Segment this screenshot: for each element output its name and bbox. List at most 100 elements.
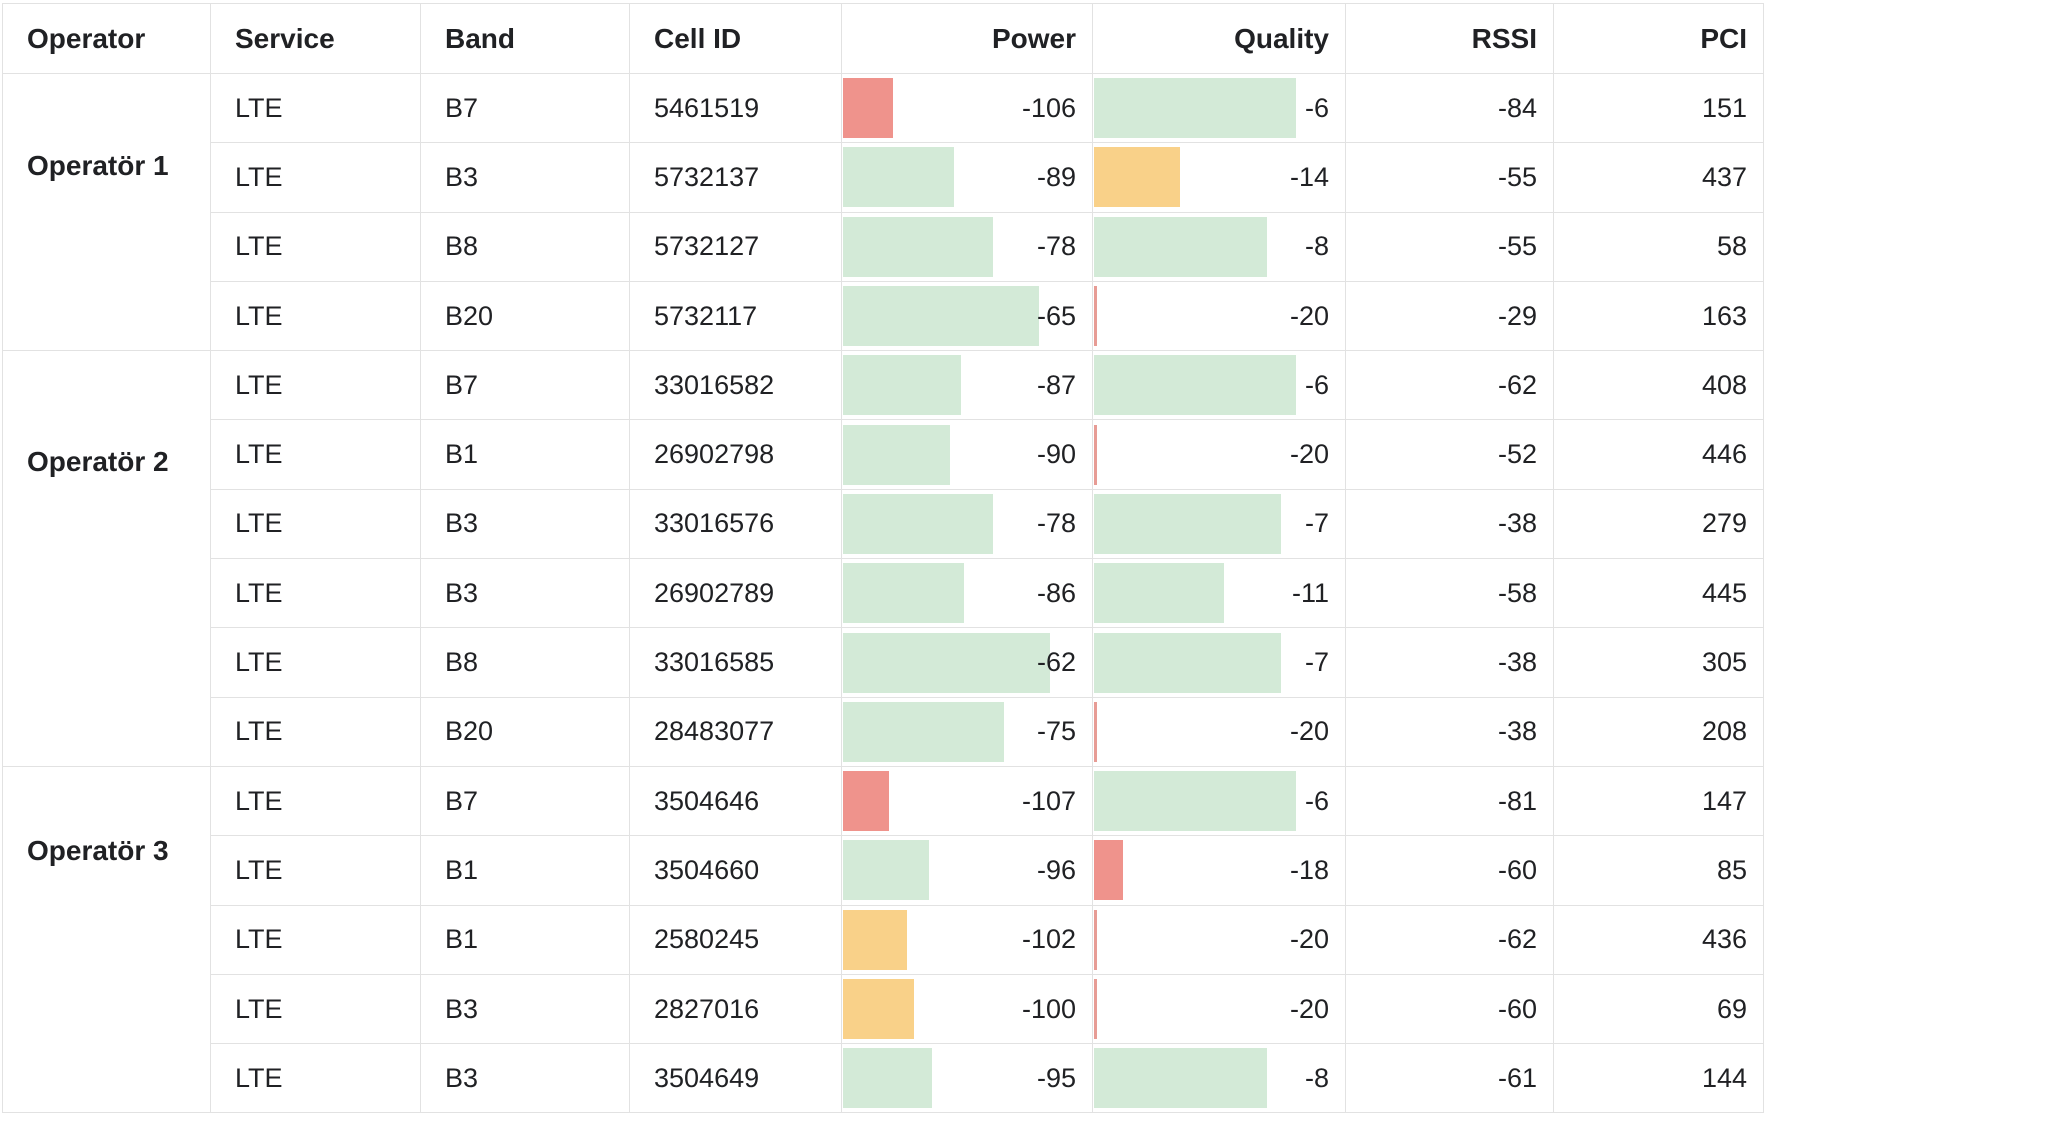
pci-cell: 408 [1553, 350, 1764, 421]
cell-id-cell: 3504660 [629, 835, 842, 906]
column-header-rssi: RSSI [1345, 3, 1554, 74]
table-row: LTE B3 5732137 -89 -14 -55 437 [3, 142, 1764, 213]
cell-id-cell: 2827016 [629, 973, 842, 1045]
table-row: LTE B20 28483077 -75 -20 -38 208 [3, 696, 1764, 767]
rssi-cell: -38 [1345, 627, 1554, 698]
cell-id-cell: 5732137 [629, 142, 842, 213]
pci-cell: 446 [1553, 419, 1764, 490]
table-row: LTE B3 2827016 -100 -20 -60 69 [3, 973, 1764, 1045]
rssi-cell: -55 [1345, 211, 1554, 282]
quality-cell: -6 [1092, 72, 1346, 144]
cell-measurement-table-wrap: Operator Service Band Cell ID Power Qual… [2, 3, 1764, 1114]
quality-value: -6 [1304, 369, 1329, 400]
quality-bar [1094, 424, 1097, 485]
power-cell: -100 [841, 973, 1093, 1045]
service-cell: LTE [210, 350, 421, 421]
band-cell: B3 [420, 973, 630, 1045]
column-header-cell-id: Cell ID [629, 3, 842, 74]
power-value: -102 [1021, 924, 1076, 955]
cell-id-cell: 2580245 [629, 904, 842, 975]
pci-cell: 151 [1553, 72, 1764, 144]
cell-id-cell: 5732117 [629, 280, 842, 352]
power-bar [843, 701, 1004, 762]
power-cell: -106 [841, 72, 1093, 144]
quality-cell: -11 [1092, 558, 1346, 629]
quality-value: -6 [1304, 92, 1329, 123]
band-cell: B1 [420, 835, 630, 906]
table-body: Operatör 1 LTE B7 5461519 -106 -6 -84 151 LTE B3 5… [2, 72, 1764, 1114]
quality-value: -20 [1289, 993, 1329, 1024]
quality-bar [1094, 840, 1123, 901]
service-cell: LTE [210, 211, 421, 282]
power-cell: -86 [841, 558, 1093, 629]
power-bar [843, 1048, 932, 1109]
quality-bar [1094, 1048, 1267, 1109]
service-cell: LTE [210, 488, 421, 560]
cell-id-cell: 33016585 [629, 627, 842, 698]
power-bar [843, 286, 1039, 347]
pci-cell: 436 [1553, 904, 1764, 975]
pci-cell: 58 [1553, 211, 1764, 282]
rssi-cell: -52 [1345, 419, 1554, 490]
power-value: -89 [1036, 161, 1076, 192]
quality-value: -7 [1304, 508, 1329, 539]
service-cell: LTE [210, 765, 421, 837]
column-header-quality: Quality [1092, 3, 1346, 74]
quality-cell: -20 [1092, 696, 1346, 767]
table-row: LTE B1 2580245 -102 -20 -62 436 [3, 904, 1764, 975]
quality-bar [1094, 771, 1296, 832]
quality-bar [1094, 701, 1097, 762]
quality-value: -20 [1289, 300, 1329, 331]
quality-value: -20 [1289, 439, 1329, 470]
rssi-cell: -60 [1345, 835, 1554, 906]
service-cell: LTE [210, 904, 421, 975]
band-cell: B7 [420, 350, 630, 421]
power-bar [843, 771, 889, 832]
cell-id-cell: 3504649 [629, 1043, 842, 1114]
band-cell: B7 [420, 72, 630, 144]
quality-cell: -20 [1092, 904, 1346, 975]
band-cell: B20 [420, 696, 630, 767]
cell-measurement-table: Operator Service Band Cell ID Power Qual… [2, 3, 1764, 1114]
pci-cell: 163 [1553, 280, 1764, 352]
pci-cell: 208 [1553, 696, 1764, 767]
quality-value: -20 [1289, 716, 1329, 747]
quality-value: -14 [1289, 161, 1329, 192]
quality-cell: -18 [1092, 835, 1346, 906]
band-cell: B20 [420, 280, 630, 352]
quality-value: -18 [1289, 854, 1329, 885]
rssi-cell: -60 [1345, 973, 1554, 1045]
power-cell: -102 [841, 904, 1093, 975]
power-bar [843, 424, 950, 485]
power-cell: -65 [841, 280, 1093, 352]
table-row: LTE B3 33016576 -78 -7 -38 279 [3, 488, 1764, 560]
pci-cell: 305 [1553, 627, 1764, 698]
quality-bar [1094, 286, 1097, 347]
quality-bar [1094, 563, 1224, 624]
service-cell: LTE [210, 280, 421, 352]
power-bar [843, 979, 914, 1039]
quality-cell: -8 [1092, 211, 1346, 282]
service-cell: LTE [210, 696, 421, 767]
pci-cell: 144 [1553, 1043, 1764, 1114]
power-cell: -95 [841, 1043, 1093, 1114]
operator-cell: Operatör 1 [2, 72, 211, 352]
rssi-cell: -38 [1345, 488, 1554, 560]
quality-value: -8 [1304, 231, 1329, 262]
rssi-cell: -81 [1345, 765, 1554, 837]
pci-cell: 147 [1553, 765, 1764, 837]
pci-cell: 279 [1553, 488, 1764, 560]
power-cell: -90 [841, 419, 1093, 490]
quality-value: -6 [1304, 785, 1329, 816]
power-value: -100 [1021, 993, 1076, 1024]
quality-cell: -6 [1092, 765, 1346, 837]
band-cell: B1 [420, 419, 630, 490]
power-cell: -107 [841, 765, 1093, 837]
rssi-cell: -62 [1345, 350, 1554, 421]
quality-value: -7 [1304, 647, 1329, 678]
operator-cell: Operatör 3 [2, 765, 211, 1114]
quality-cell: -20 [1092, 280, 1346, 352]
power-bar [843, 355, 961, 416]
power-value: -86 [1036, 577, 1076, 608]
cell-id-cell: 33016582 [629, 350, 842, 421]
